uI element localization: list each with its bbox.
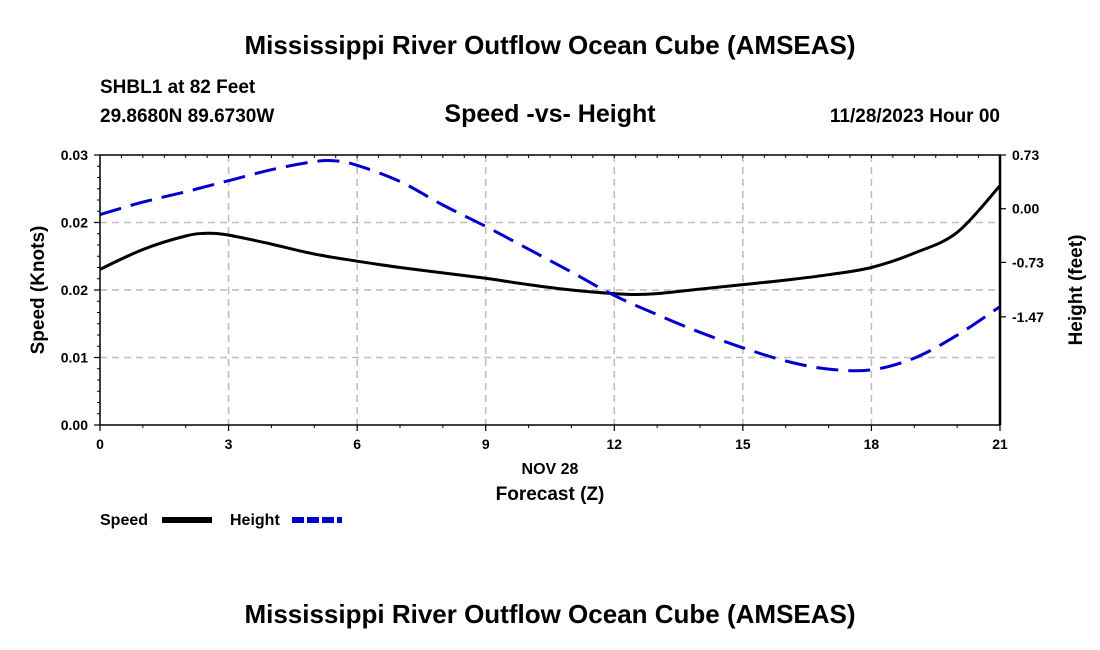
x-tick-label: 21 [992, 436, 1008, 452]
grid-lines [100, 155, 1000, 425]
legend-label-speed: Speed [100, 512, 148, 529]
y-right-tick-label: -0.73 [1012, 254, 1044, 270]
x-tick-label: 12 [606, 436, 622, 452]
x-tick-label: 0 [96, 436, 104, 452]
main-title: Mississippi River Outflow Ocean Cube (AM… [244, 30, 856, 60]
y-right-tick-label: 0.00 [1012, 201, 1039, 217]
series-line-speed [99, 184, 1002, 296]
x-axis-label: Forecast (Z) [496, 484, 605, 505]
y-left-tick-label: 0.00 [61, 417, 88, 433]
x-tick-label: 3 [225, 436, 233, 452]
coordinates-label: 29.8680N 89.6730W [100, 106, 275, 127]
footer-title: Mississippi River Outflow Ocean Cube (AM… [244, 599, 856, 629]
y-left-tick-label: 0.01 [61, 350, 88, 366]
y-right-axis-label: Height (feet) [1066, 235, 1087, 346]
chart-title: Speed -vs- Height [444, 100, 656, 128]
y-right-tick-label: 0.73 [1012, 147, 1039, 163]
axis-labels: 0 3 6 9 12 15 18 21 0.00 0.01 0.02 0.02 0.03 0.73 0.00… [28, 147, 1087, 505]
y-right-tick-label: -1.47 [1012, 309, 1044, 325]
plot-frame [99, 154, 1001, 426]
station-label: SHBL1 at 82 Feet [100, 77, 256, 98]
x-tick-label: 6 [353, 436, 361, 452]
y-left-axis-label: Speed (Knots) [28, 226, 49, 355]
legend: Speed Height [100, 512, 342, 529]
datetime-label: 11/28/2023 Hour 00 [829, 106, 1000, 127]
x-tick-label: 15 [735, 436, 751, 452]
y-left-tick-label: 0.02 [61, 215, 88, 231]
y-left-tick-label: 0.02 [61, 282, 88, 298]
legend-label-height: Height [230, 512, 280, 529]
series-line-height [99, 158, 1001, 373]
axis-ticks [94, 154, 1006, 431]
y-left-tick-label: 0.03 [61, 147, 88, 163]
x-tick-label: 9 [482, 436, 490, 452]
x-axis-date-label: NOV 28 [522, 461, 579, 478]
series-lines [99, 158, 1002, 373]
x-tick-label: 18 [864, 436, 880, 452]
